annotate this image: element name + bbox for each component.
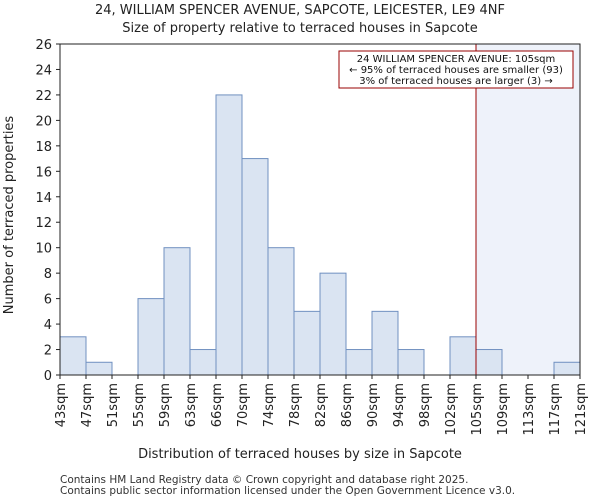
bar-102sqm — [449, 336, 477, 376]
footer-line-1: Contains HM Land Registry data © Crown c… — [60, 474, 468, 486]
bar-74sqm — [267, 247, 295, 376]
bar-55sqm — [137, 298, 165, 376]
bar-66sqm — [215, 94, 243, 376]
y-tick-label: 20 — [35, 114, 52, 129]
x-tick-label: 63sqm — [184, 383, 199, 427]
y-tick-label: 14 — [35, 191, 52, 206]
x-tick-label: 82sqm — [314, 383, 329, 427]
chart-title: 24, WILLIAM SPENCER AVENUE, SAPCOTE, LEI… — [95, 3, 505, 18]
y-tick-label: 24 — [35, 63, 52, 78]
chart-subtitle: Size of property relative to terraced ho… — [122, 21, 477, 36]
x-tick-label: 105sqm — [470, 383, 485, 436]
bar-86sqm — [345, 349, 373, 376]
x-tick-label: 98sqm — [418, 383, 433, 427]
marker-annotation: 24 WILLIAM SPENCER AVENUE: 105sqm ← 95% … — [338, 50, 574, 89]
x-tick-label: 94sqm — [392, 383, 407, 427]
y-tick-label: 26 — [35, 38, 52, 53]
x-tick-label: 90sqm — [366, 383, 381, 427]
x-tick-label: 78sqm — [288, 383, 303, 427]
y-tick-label: 10 — [35, 242, 52, 257]
x-tick-label: 59sqm — [158, 383, 173, 427]
bar-70sqm — [241, 158, 269, 376]
x-tick-label: 109sqm — [496, 383, 511, 436]
x-tick-label: 86sqm — [340, 383, 355, 427]
y-tick-label: 4 — [44, 318, 52, 333]
y-tick-label: 0 — [44, 369, 52, 384]
y-tick-label: 12 — [35, 216, 52, 231]
footer-line-2: Contains public sector information licen… — [60, 485, 515, 497]
x-tick-label: 70sqm — [236, 383, 251, 427]
bar-94sqm — [397, 349, 425, 376]
annotation-smaller: ← 95% of terraced houses are smaller (93… — [349, 65, 563, 76]
x-tick-label: 51sqm — [106, 383, 121, 427]
bar-82sqm — [319, 272, 347, 376]
y-tick-label: 16 — [35, 165, 52, 180]
bar-90sqm — [371, 310, 399, 376]
y-tick-label: 22 — [35, 89, 52, 104]
x-axis-ticks: 43sqm 47sqm 51sqm 55sqm 59sqm 63sqm 66sqm 70sqm… — [54, 375, 589, 436]
bar-43sqm — [59, 336, 87, 376]
x-axis-label: Distribution of terraced houses by size … — [138, 447, 462, 462]
y-tick-label: 6 — [44, 293, 52, 308]
bar-105sqm — [475, 349, 503, 376]
x-tick-label: 121sqm — [574, 383, 589, 436]
bar-117sqm — [553, 361, 581, 376]
x-tick-label: 74sqm — [262, 383, 277, 427]
annotation-larger: 3% of terraced houses are larger (3) → — [359, 76, 553, 87]
x-tick-label: 47sqm — [80, 383, 95, 427]
bar-78sqm — [293, 310, 321, 376]
y-tick-label: 2 — [44, 344, 52, 359]
x-tick-label: 55sqm — [132, 383, 147, 427]
annotation-box — [338, 50, 574, 89]
annotation-label: 24 WILLIAM SPENCER AVENUE: 105sqm — [357, 54, 556, 65]
x-tick-label: 102sqm — [444, 383, 459, 436]
bar-47sqm — [85, 361, 113, 376]
x-tick-label: 66sqm — [210, 383, 225, 427]
y-tick-label: 18 — [35, 140, 52, 155]
y-tick-label: 8 — [44, 267, 52, 282]
x-tick-label: 43sqm — [54, 383, 69, 427]
x-tick-label: 113sqm — [522, 383, 537, 436]
bars-group — [59, 94, 581, 376]
bar-63sqm — [189, 349, 217, 376]
y-axis-label: Number of terraced properties — [2, 116, 17, 315]
bar-59sqm — [163, 247, 191, 376]
highlight-region — [476, 44, 580, 375]
x-tick-label: 117sqm — [548, 383, 563, 436]
